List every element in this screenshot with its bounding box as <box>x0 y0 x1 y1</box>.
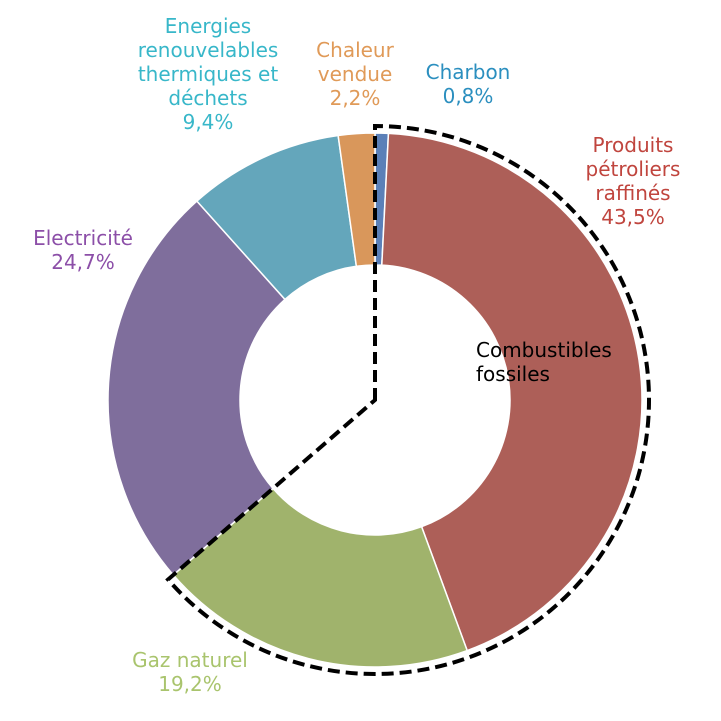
value-label: 0,8% <box>442 84 494 108</box>
slice-label: Chaleur vendue <box>316 38 394 86</box>
value-label: 43,5% <box>601 205 665 229</box>
value-label: 24,7% <box>51 250 115 274</box>
annotation: Combustibles fossiles <box>476 338 612 386</box>
slice-label: Energies renouvelables thermiques et déc… <box>137 14 279 110</box>
slice-label: Charbon <box>425 60 511 84</box>
value-label: 2,2% <box>329 86 381 110</box>
value-label: 19,2% <box>158 672 222 696</box>
slice <box>107 200 286 577</box>
fossil-outline <box>165 123 651 676</box>
value-label: 9,4% <box>182 110 234 134</box>
slice-label: Electricité <box>33 226 133 250</box>
slice-label: Produits pétroliers raffinés <box>585 133 681 205</box>
slice <box>381 132 643 652</box>
slice <box>172 487 469 668</box>
slice-label: Gaz naturel <box>132 648 248 672</box>
